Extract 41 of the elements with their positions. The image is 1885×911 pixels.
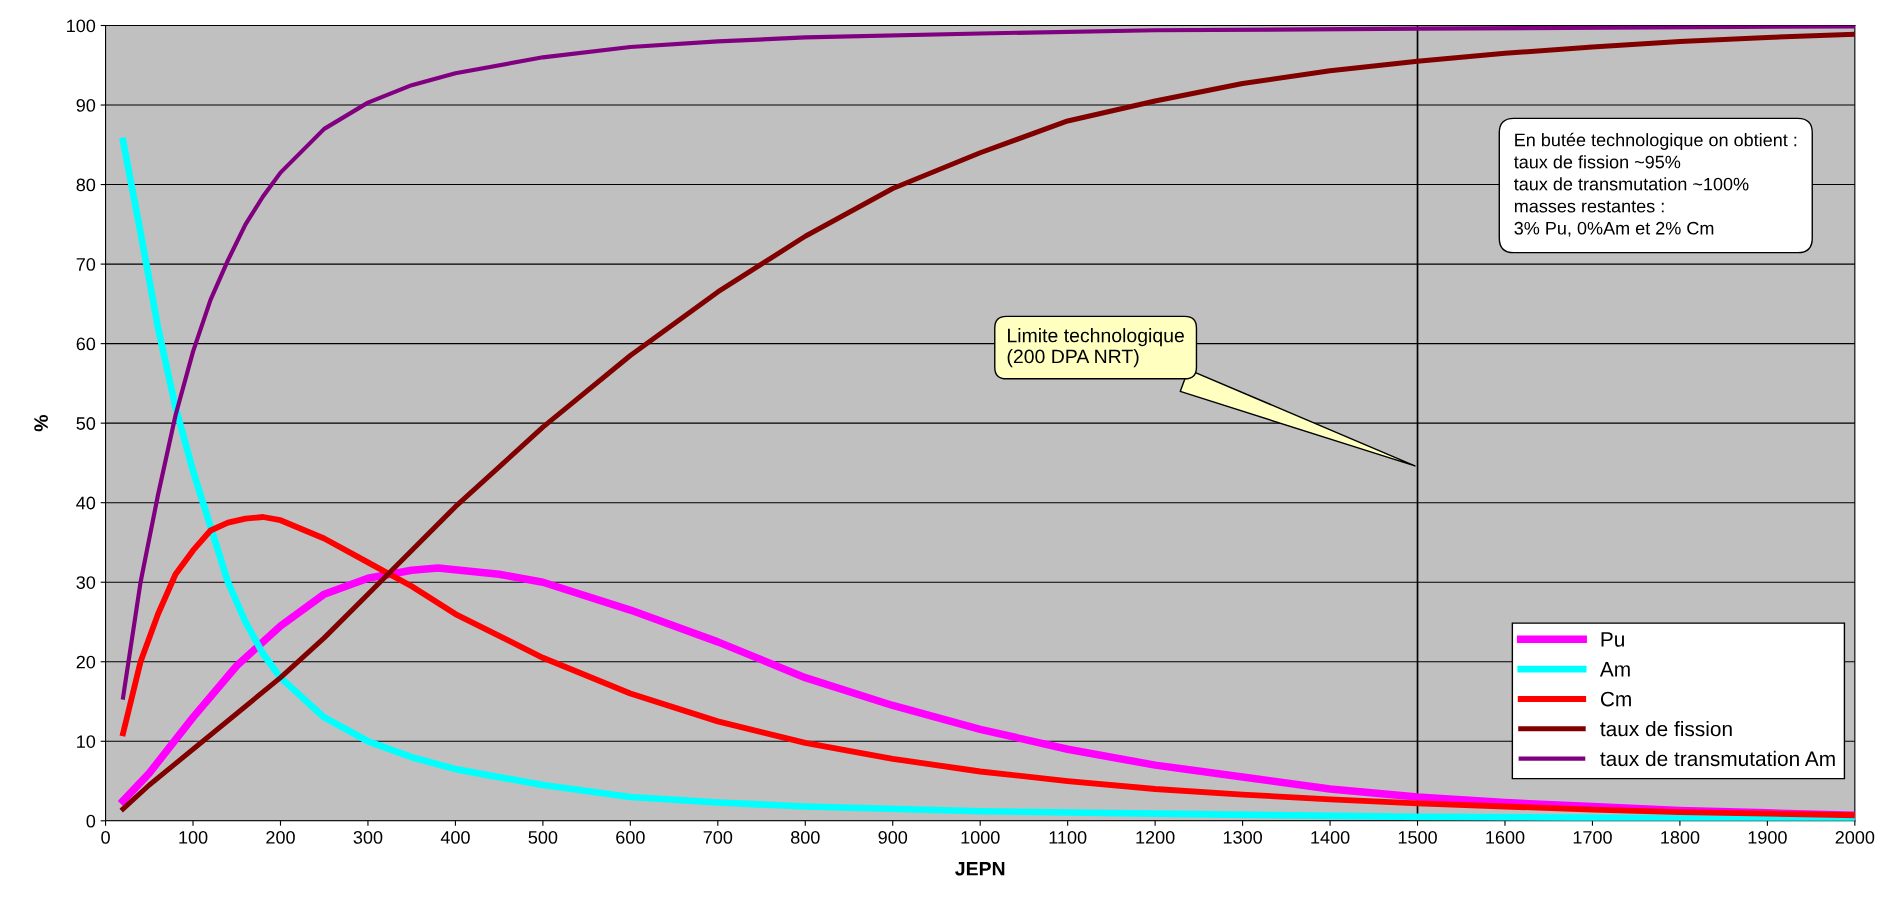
y-tick-label: 10 bbox=[77, 735, 96, 748]
y-tick-label: 40 bbox=[76, 496, 96, 510]
annotation: Limite technologique (200 DPA NRT) bbox=[1007, 328, 1184, 368]
x-tick-label: 1500 bbox=[1398, 831, 1437, 844]
x-tick-label: 1800 bbox=[1661, 831, 1700, 844]
x-tick-label: 2000 bbox=[1835, 831, 1875, 844]
x-tick-label: 1400 bbox=[1311, 831, 1350, 844]
x-tick-label: 1300 bbox=[1223, 831, 1262, 844]
y-axis-title: % bbox=[34, 415, 48, 432]
x-tick-label: 1100 bbox=[1049, 831, 1087, 844]
x-tick-label: 100 bbox=[179, 831, 208, 844]
legend-label: Cm bbox=[1600, 691, 1631, 707]
y-tick-label: 30 bbox=[76, 576, 96, 589]
y-tick-label: 50 bbox=[76, 417, 96, 430]
x-tick-label: 1200 bbox=[1136, 831, 1175, 844]
y-tick-label: 20 bbox=[76, 655, 96, 669]
x-tick-label: 0 bbox=[101, 831, 110, 844]
y-tick-label: 100 bbox=[67, 19, 96, 33]
x-tick-label: 1900 bbox=[1748, 831, 1787, 844]
y-tick-label: 80 bbox=[76, 178, 96, 192]
annotation: En butée technologique on obtient : taux de fission ~95% taux de transmutation ~100% masses restantes : 3% Pu, 0%Am et 2% Cm bbox=[1514, 132, 1797, 237]
x-tick-label: 700 bbox=[703, 831, 733, 844]
y-tick-label: 90 bbox=[76, 98, 96, 112]
legend-label: Pu bbox=[1601, 632, 1624, 647]
x-tick-label: 500 bbox=[528, 831, 558, 844]
legend-label: Am bbox=[1599, 662, 1630, 677]
x-tick-label: 400 bbox=[440, 831, 470, 844]
x-tick-label: 600 bbox=[616, 831, 645, 844]
y-tick-label: 60 bbox=[76, 337, 96, 351]
x-tick-label: 1700 bbox=[1573, 831, 1612, 844]
x-tick-label: 800 bbox=[791, 831, 820, 844]
x-tick-label: 1600 bbox=[1486, 831, 1525, 844]
x-tick-label: 300 bbox=[353, 831, 383, 844]
legend-label: taux de fission bbox=[1600, 720, 1732, 737]
y-tick-label: 70 bbox=[76, 258, 96, 271]
x-tick-label: 1000 bbox=[961, 831, 1000, 844]
x-tick-label: 900 bbox=[878, 831, 908, 844]
x-axis-title: JEPN bbox=[955, 861, 1005, 876]
x-tick-label: 200 bbox=[266, 831, 295, 844]
y-tick-label: 0 bbox=[86, 814, 96, 828]
legend-label: taux de transmutation Am bbox=[1600, 750, 1835, 767]
